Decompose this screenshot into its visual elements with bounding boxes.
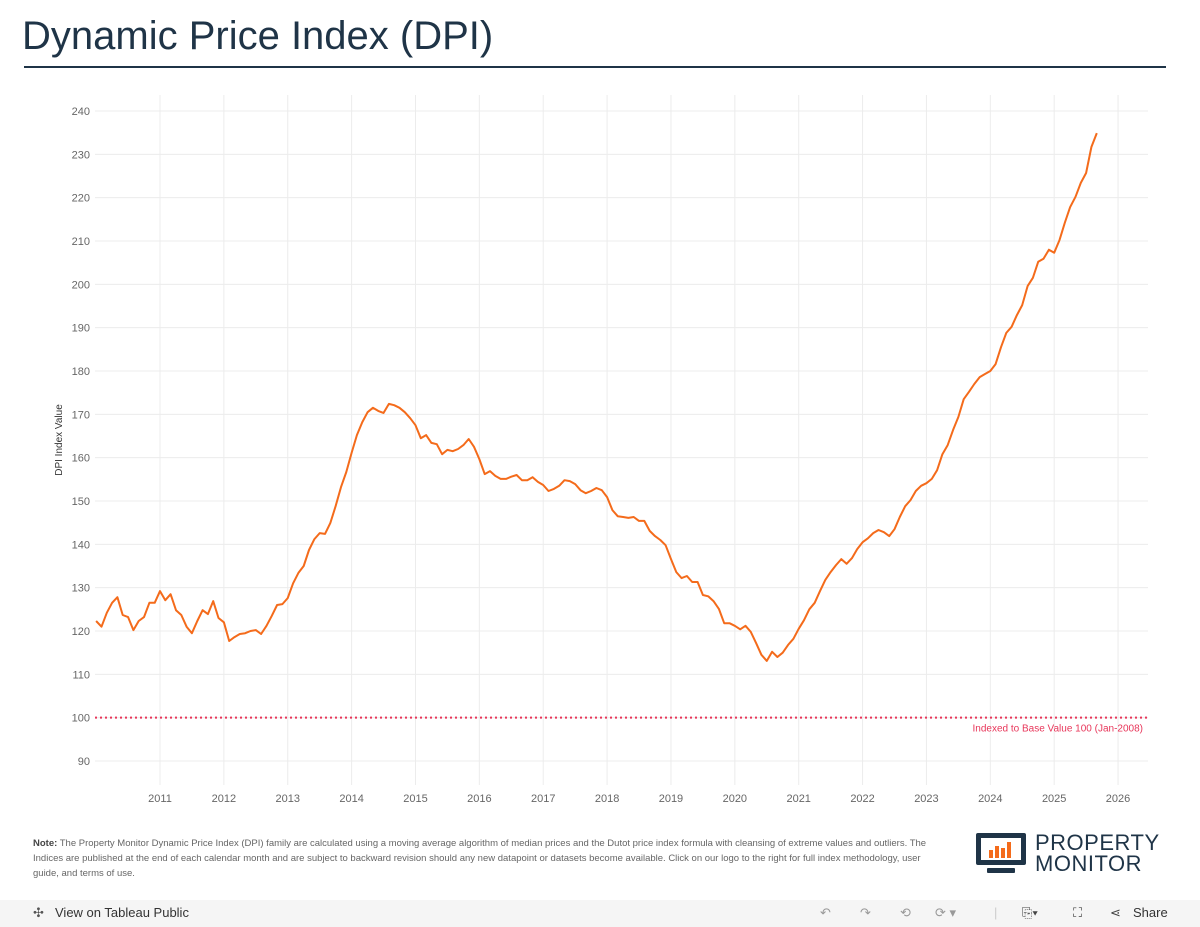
x-tick-label: 2025 xyxy=(1042,793,1066,805)
note-label: Note: xyxy=(33,838,58,849)
y-tick-label: 150 xyxy=(72,496,90,508)
x-tick-label: 2021 xyxy=(786,793,810,805)
y-tick-label: 240 xyxy=(72,106,90,118)
y-tick-label: 190 xyxy=(72,323,90,335)
share-button[interactable]: Share xyxy=(1133,905,1168,920)
x-tick-label: 2015 xyxy=(403,793,427,805)
x-tick-label: 2014 xyxy=(339,793,363,805)
x-tick-label: 2024 xyxy=(978,793,1002,805)
view-on-tableau-link[interactable]: View on Tableau Public xyxy=(55,905,189,920)
toolbar-divider: | xyxy=(994,905,998,920)
y-tick-label: 210 xyxy=(72,236,90,248)
redo-icon[interactable]: ↷ xyxy=(860,905,871,920)
page-title: Dynamic Price Index (DPI) xyxy=(22,14,494,58)
x-tick-label: 2013 xyxy=(275,793,299,805)
monitor-chart-icon xyxy=(976,833,1026,873)
fullscreen-icon[interactable]: ⛶ xyxy=(1073,905,1083,920)
y-tick-label: 120 xyxy=(72,626,90,638)
title-divider xyxy=(24,66,1166,68)
y-axis-label: DPI Index Value xyxy=(54,404,65,476)
y-tick-label: 90 xyxy=(78,756,90,768)
logo-line-2: MONITOR xyxy=(1035,851,1142,876)
x-tick-label: 2012 xyxy=(212,793,236,805)
x-tick-label: 2018 xyxy=(595,793,619,805)
revert-icon[interactable]: ⟲ xyxy=(900,905,911,920)
property-monitor-logo[interactable]: PROPERTY MONITOR xyxy=(975,830,1160,876)
dpi-series-line xyxy=(95,132,1098,662)
y-tick-label: 100 xyxy=(72,713,90,725)
x-tick-label: 2016 xyxy=(467,793,491,805)
dpi-line-chart: 90 100 110 120 130 140 150 160 170 180 190 200 210 22… xyxy=(54,95,1148,805)
reference-line-label: Indexed to Base Value 100 (Jan-2008) xyxy=(973,724,1144,735)
note-text: The Property Monitor Dynamic Price Index… xyxy=(33,838,927,879)
y-tick-label: 140 xyxy=(72,539,90,551)
y-tick-label: 110 xyxy=(72,669,90,681)
x-tick-label: 2026 xyxy=(1106,793,1130,805)
y-tick-label: 200 xyxy=(72,279,90,291)
y-tick-label: 220 xyxy=(72,193,90,205)
share-icon[interactable]: ⋖ xyxy=(1110,905,1121,920)
y-tick-label: 180 xyxy=(72,366,90,378)
x-tick-label: 2019 xyxy=(659,793,683,805)
logo-line-1: PROPERTY xyxy=(1035,830,1160,855)
x-tick-label: 2017 xyxy=(531,793,555,805)
x-tick-label: 2023 xyxy=(914,793,938,805)
gridlines xyxy=(95,95,1148,785)
x-tick-label: 2022 xyxy=(850,793,874,805)
x-tick-label: 2011 xyxy=(148,793,172,805)
tableau-toolbar: ✣ View on Tableau Public ↶ ↷ ⟲ ⟳ ▾ | ⎘▾ … xyxy=(0,900,1200,927)
download-icon[interactable]: ⎘▾ xyxy=(1022,905,1038,920)
y-tick-label: 170 xyxy=(72,409,90,421)
x-tick-label: 2020 xyxy=(723,793,747,805)
y-axis-ticks: 90 100 110 120 130 140 150 160 170 180 190 200 210 22… xyxy=(72,106,90,768)
y-tick-label: 160 xyxy=(72,453,90,465)
tableau-icon: ✣ xyxy=(33,905,44,920)
undo-icon[interactable]: ↶ xyxy=(820,905,831,920)
methodology-note: Note: The Property Monitor Dynamic Price… xyxy=(33,836,933,881)
y-tick-label: 130 xyxy=(72,583,90,595)
refresh-icon[interactable]: ⟳ ▾ xyxy=(935,905,957,920)
y-tick-label: 230 xyxy=(72,149,90,161)
x-axis-ticks: 2011 2012 2013 2014 2015 2016 2017 2018 2019 2020… xyxy=(148,793,1130,805)
